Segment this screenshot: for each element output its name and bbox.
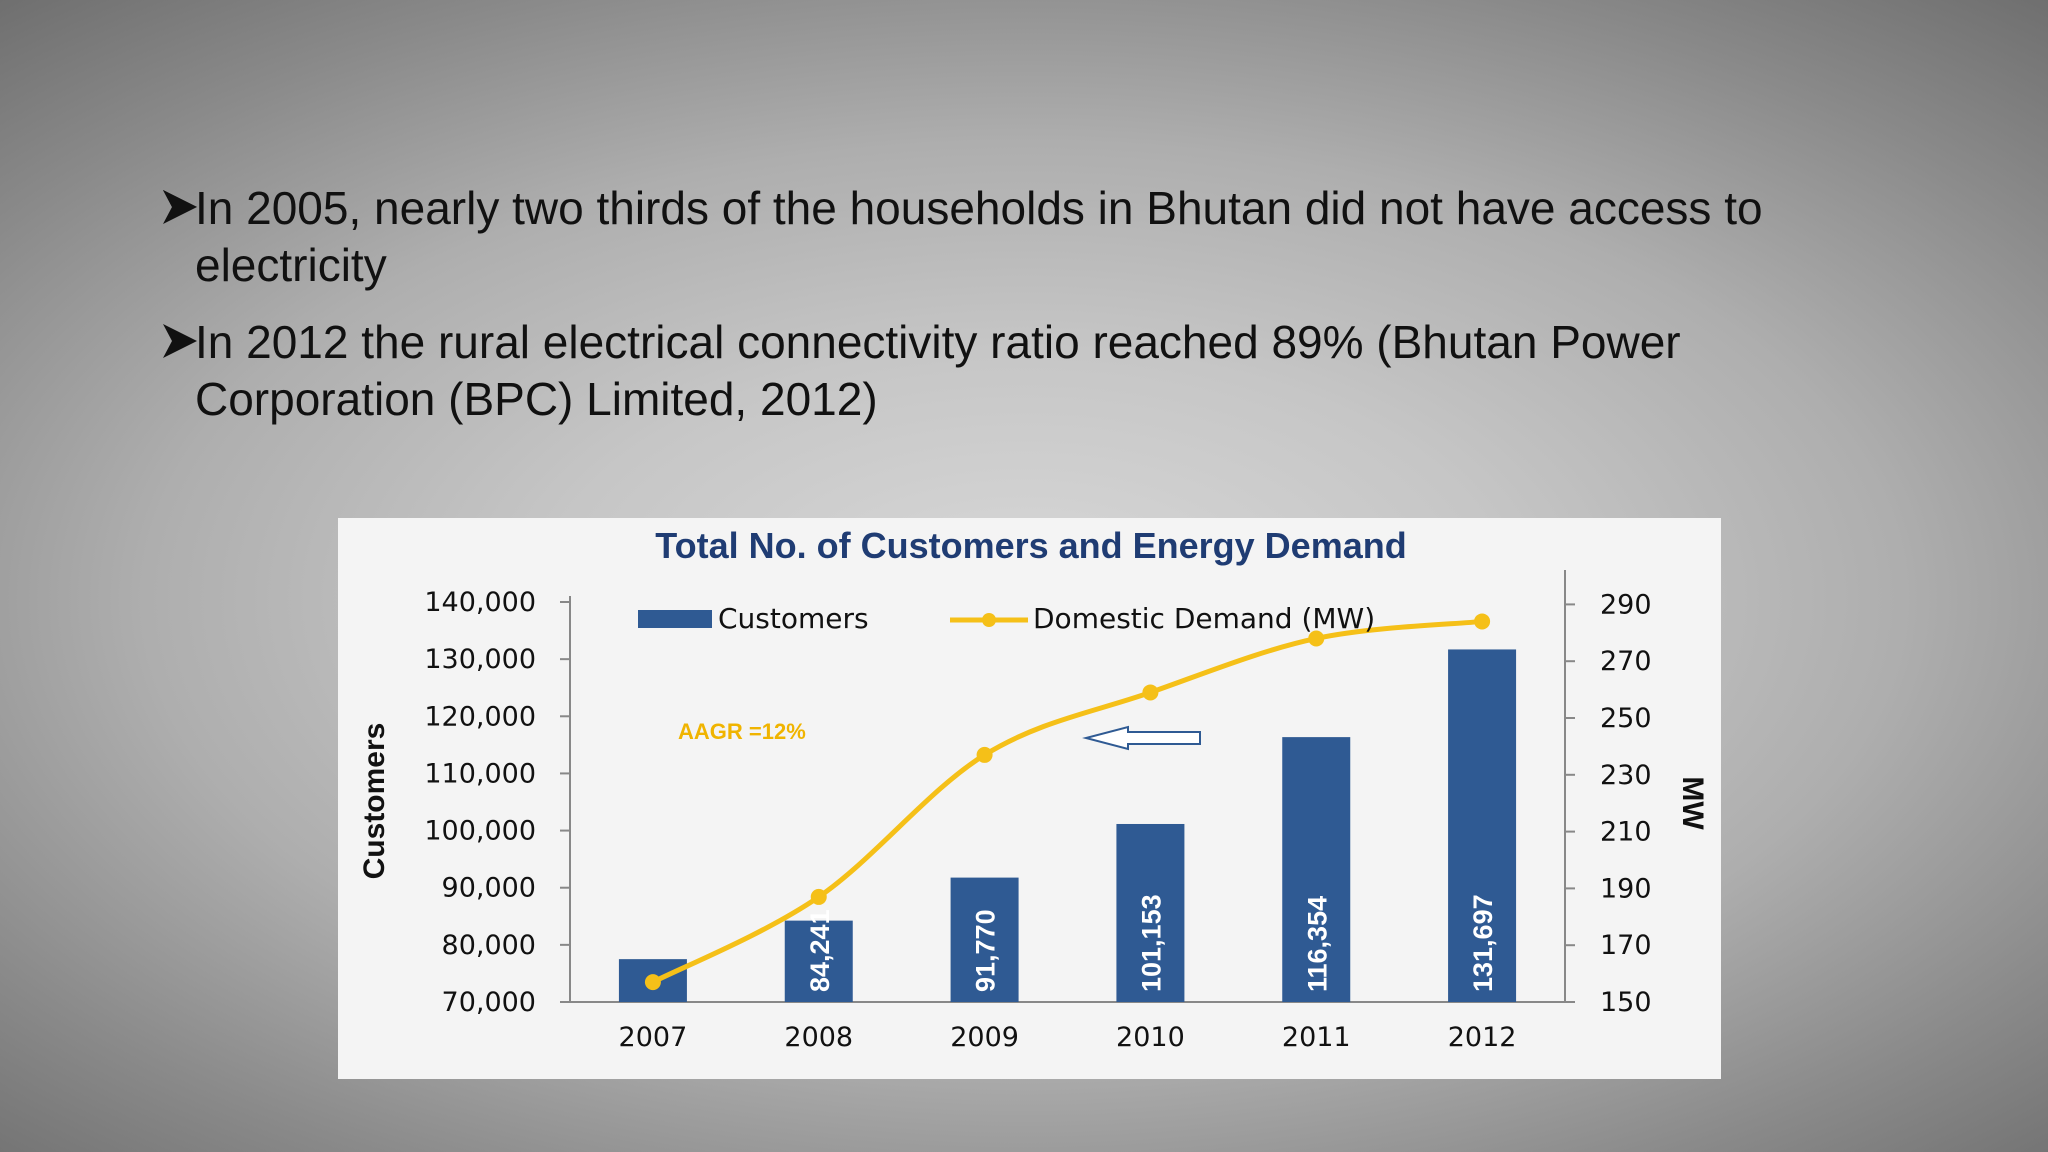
bullet-list: In 2005, nearly two thirds of the househ… [158, 180, 1918, 448]
bar-2010 [1116, 823, 1185, 1002]
y-tick-label: 100,000 [424, 816, 536, 847]
arrowhead-bullet-icon [163, 190, 197, 224]
y-tick-label: 90,000 [442, 873, 536, 904]
chart-svg: Total No. of Customers and Energy Demand… [358, 525, 1709, 1053]
demand-line [651, 618, 1483, 985]
x-tick-label: 2010 [1116, 1022, 1185, 1053]
y2-tick-label: 210 [1600, 817, 1652, 848]
line-series [644, 613, 1491, 991]
bullet-item: In 2005, nearly two thirds of the househ… [158, 180, 1918, 294]
y2-tick-label: 250 [1600, 703, 1652, 734]
demand-point-2007 [644, 974, 661, 991]
y-tick-label: 70,000 [442, 987, 536, 1018]
demand-point-2011 [1308, 630, 1325, 647]
y2-tick-label: 150 [1600, 987, 1652, 1018]
legend-label-customers: Customers [718, 602, 869, 635]
chart-legend: Customers Domestic Demand (MW) [638, 602, 1375, 635]
chart-title: Total No. of Customers and Energy Demand [655, 525, 1406, 566]
legend-label-demand: Domestic Demand (MW) [1033, 602, 1375, 635]
bullet-text-line1: In 2012 the rural electrical connectivit… [195, 316, 1681, 368]
y-tick-label: 120,000 [424, 701, 536, 732]
y2-tick-label: 270 [1600, 646, 1652, 677]
y2-tick-label: 230 [1600, 760, 1652, 791]
bullet-text-line1: In 2005, nearly two thirds of the househ… [195, 182, 1763, 234]
y2-tick-label: 190 [1600, 873, 1652, 904]
chart-panel: Total No. of Customers and Energy Demand… [338, 518, 1721, 1079]
bar-2008 [784, 920, 853, 1002]
bar-value-label: 101,153 [1136, 894, 1166, 992]
y2-axis-label: MW [1676, 776, 1709, 830]
bullet-text-line2: electricity [195, 239, 387, 291]
bar-value-label: 91,770 [971, 909, 1001, 992]
y-tick-label: 110,000 [424, 758, 536, 789]
callout-arrow [1082, 725, 1201, 751]
y-tick-label: 80,000 [442, 930, 536, 961]
x-tick-label: 2007 [619, 1022, 688, 1053]
x-tick-label: 2009 [950, 1022, 1019, 1053]
bar-2009 [950, 877, 1019, 1002]
y2-tick-label: 170 [1600, 930, 1652, 961]
bullet-item: In 2012 the rural electrical connectivit… [158, 314, 1918, 428]
y-axis-label: Customers [358, 723, 391, 880]
legend-marker-demand [982, 613, 996, 627]
bar-2012 [1448, 649, 1517, 1002]
arrowhead-bullet-icon [163, 324, 197, 358]
bar-series: 84,241 91,770 101,153 116,354 131,697 [618, 649, 1517, 1002]
y-tick-label: 140,000 [424, 587, 536, 618]
demand-point-2012 [1474, 613, 1491, 630]
x-tick-label: 2012 [1448, 1022, 1517, 1053]
y2-tick-label: 290 [1600, 589, 1652, 620]
demand-point-2009 [976, 746, 993, 763]
x-tick-label: 2011 [1282, 1022, 1351, 1053]
x-tick-label: 2008 [784, 1022, 853, 1053]
bullet-text-line2: Corporation (BPC) Limited, 2012) [195, 373, 878, 425]
bar-value-label: 131,697 [1468, 894, 1498, 992]
legend-swatch-customers [638, 610, 712, 628]
demand-point-2008 [810, 888, 827, 905]
chart-annotation: AAGR =12% [678, 719, 806, 744]
chart-axes: 70,000 80,000 90,000 100,000 110,000 120,000 1… [424, 570, 1652, 1053]
bar-value-label: 84,241 [805, 909, 835, 992]
bar-value-label: 116,354 [1302, 896, 1332, 992]
y-tick-label: 130,000 [424, 644, 536, 675]
demand-point-2010 [1142, 684, 1159, 701]
bar-2011 [1282, 737, 1351, 1002]
